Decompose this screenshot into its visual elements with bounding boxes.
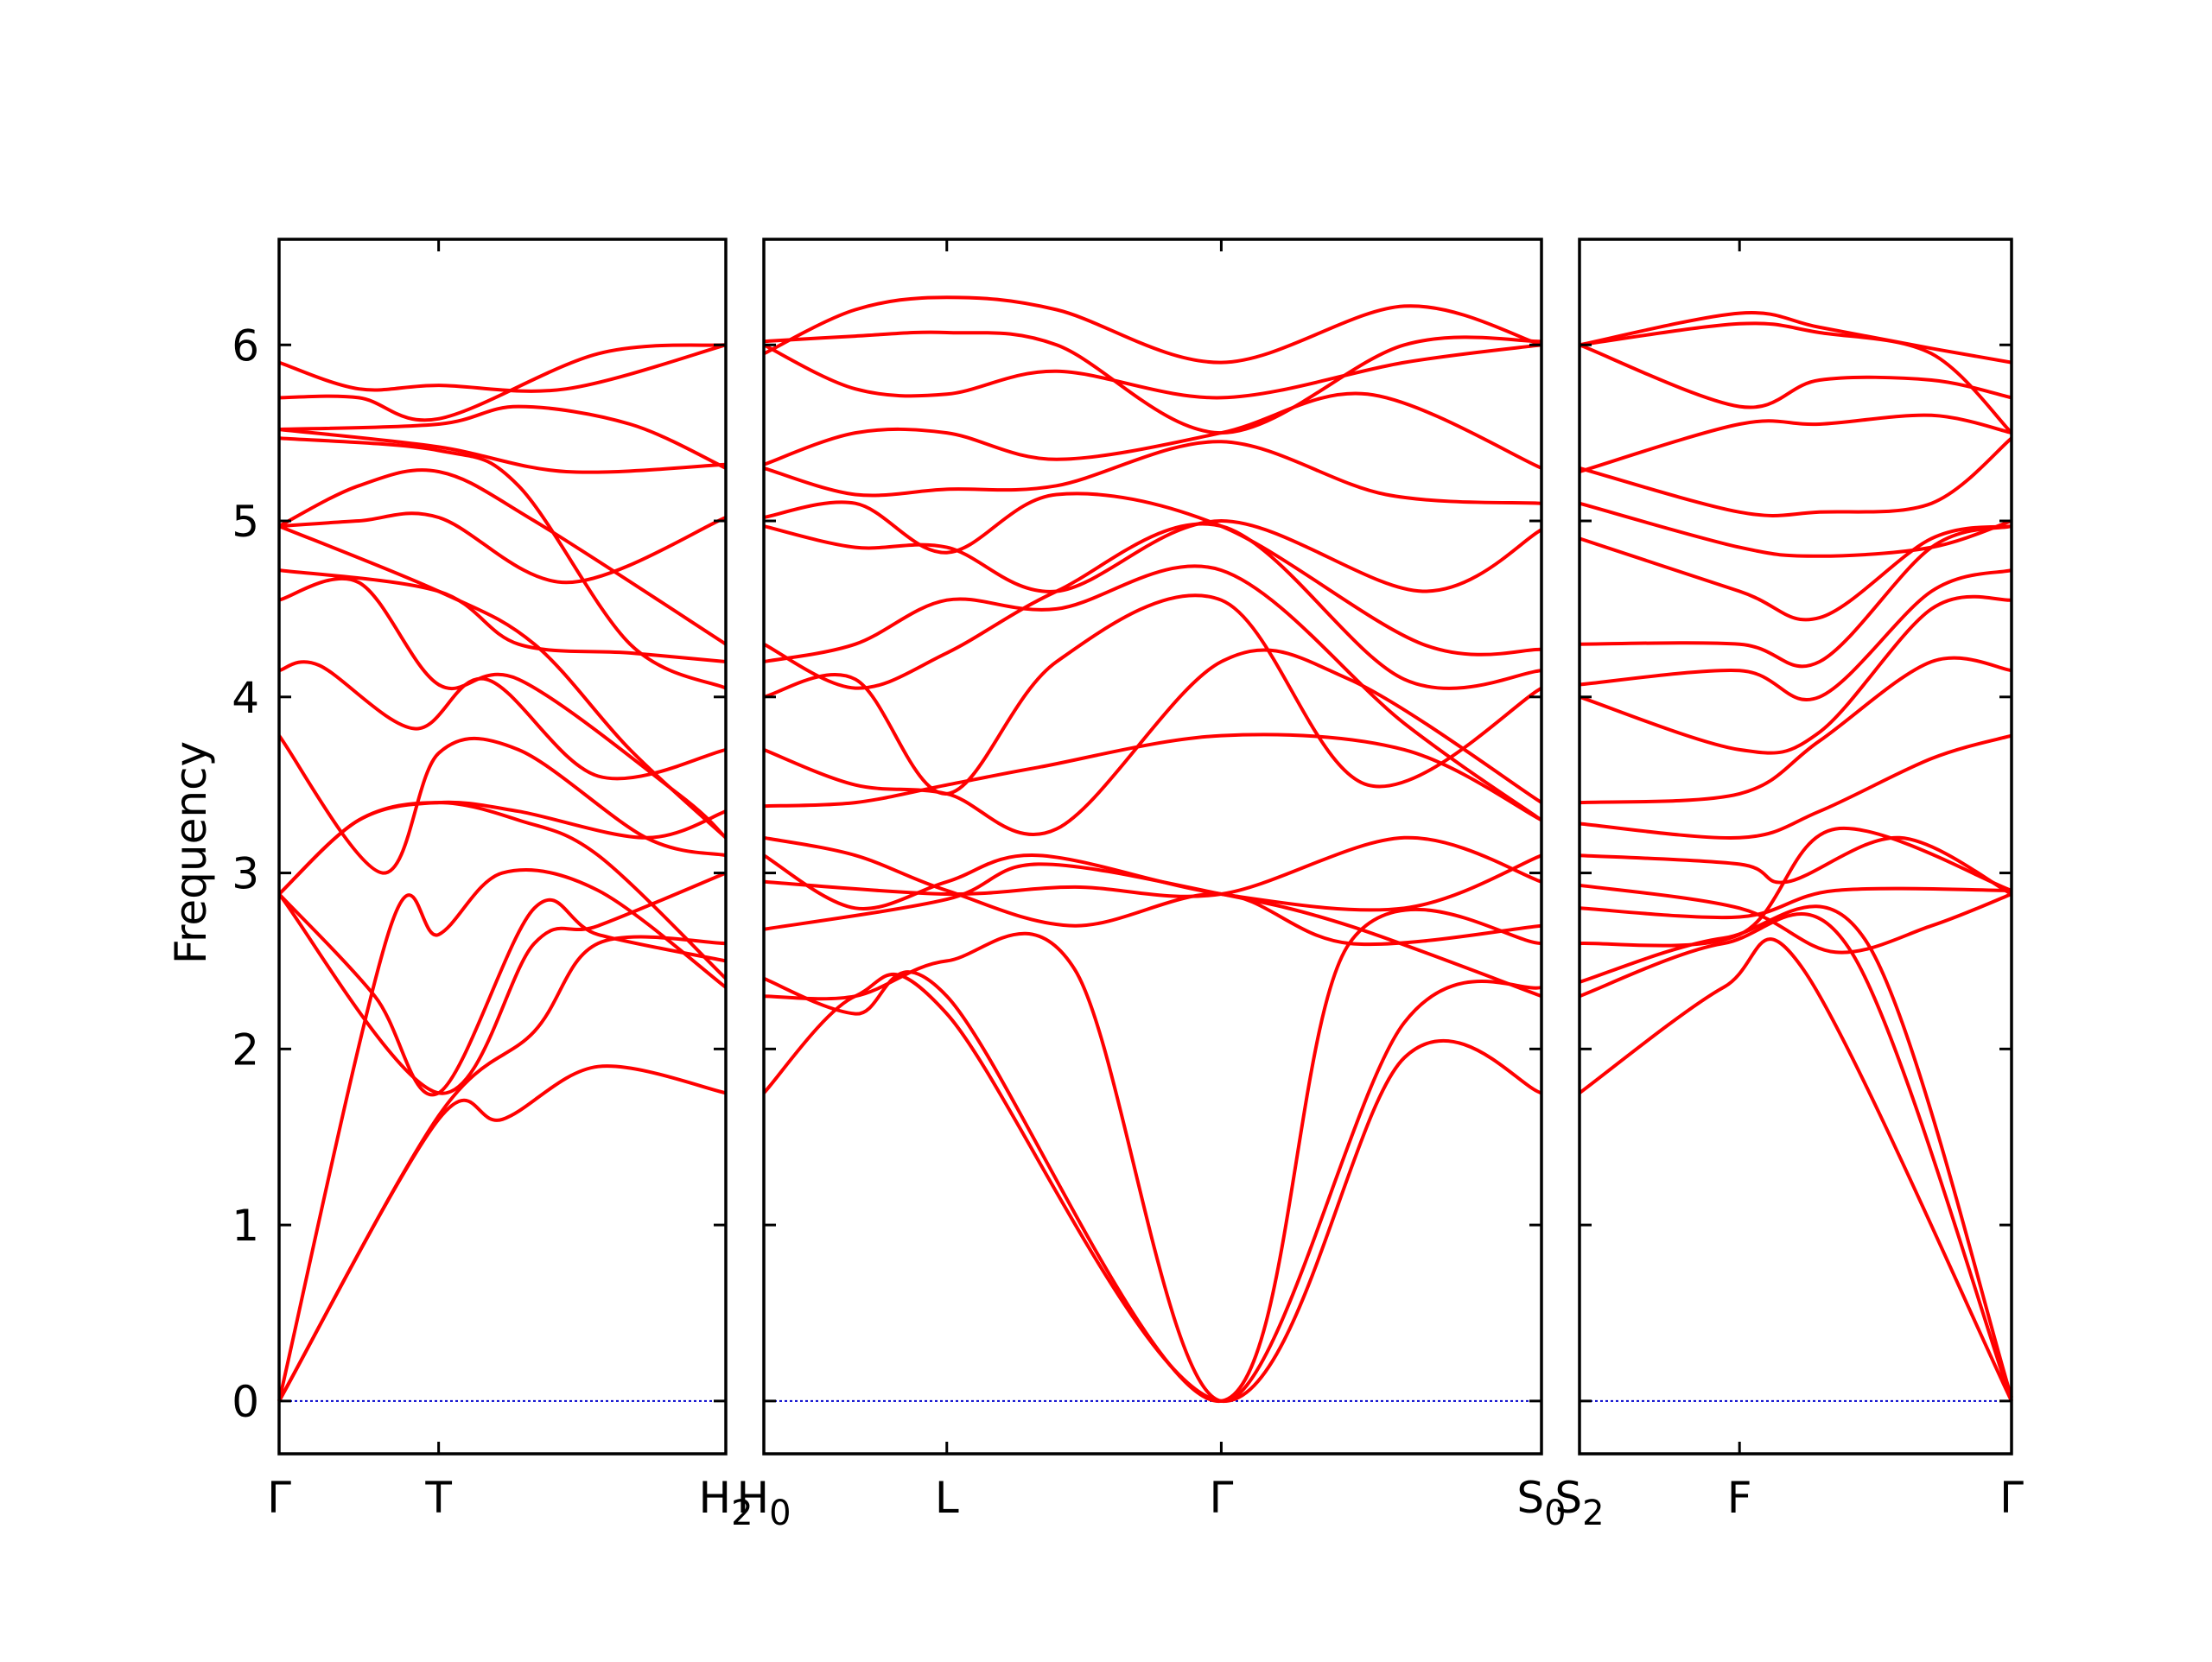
phonon-branch-line bbox=[763, 931, 1542, 1403]
phonon-branch-line bbox=[763, 564, 1543, 822]
x-tick-label: Γ bbox=[267, 1473, 291, 1523]
phonon-branch-line bbox=[1579, 656, 2012, 805]
y-tick-label: 5 bbox=[232, 497, 259, 547]
y-axis-label: Frequency bbox=[166, 741, 216, 964]
phonon-branch-line bbox=[763, 835, 1542, 898]
phonon-branch-line bbox=[1579, 912, 2013, 1402]
phonon-branch-line bbox=[1579, 886, 2012, 920]
panel-frame bbox=[762, 238, 1543, 1456]
phonon-branch-line bbox=[763, 518, 1542, 593]
x-tick-label: L bbox=[935, 1473, 959, 1523]
y-tick-label: 4 bbox=[232, 673, 259, 723]
x-tick-label: T bbox=[424, 1473, 452, 1523]
phonon-branch-line bbox=[277, 868, 728, 1402]
phonon-branch-line bbox=[763, 862, 1542, 999]
phonon-branch-line bbox=[1579, 835, 2012, 896]
phonon-branch-line bbox=[278, 428, 727, 474]
x-tick-label: Γ bbox=[1209, 1473, 1233, 1523]
phonon-branch-line bbox=[762, 853, 1542, 912]
phonon-branch-line bbox=[278, 511, 727, 585]
phonon-branch-line bbox=[277, 871, 727, 1095]
phonon-branch-line bbox=[1579, 733, 2012, 841]
phonon-branch-line bbox=[277, 892, 727, 1097]
phonon-branch-line bbox=[763, 907, 1542, 1403]
phonon-branch-line bbox=[763, 295, 1542, 365]
phonon-branch-line bbox=[1579, 524, 2012, 622]
phonon-branch-line bbox=[1579, 883, 2012, 955]
phonon-branch-line bbox=[763, 835, 1542, 947]
phonon-branch-line bbox=[763, 733, 1542, 822]
phonon-branch-line bbox=[278, 404, 727, 470]
phonon-branch-line bbox=[278, 436, 727, 690]
phonon-branch-line bbox=[1578, 937, 2013, 1402]
phonon-branch-line bbox=[278, 576, 728, 840]
y-tick-label: 0 bbox=[232, 1377, 259, 1427]
phonon-branch-line bbox=[763, 343, 1542, 400]
phonon-branch-line bbox=[277, 1064, 727, 1402]
phonon-branch-line bbox=[1579, 436, 2013, 517]
y-tick-label: 2 bbox=[232, 1024, 259, 1075]
x-tick-label: F bbox=[1727, 1473, 1752, 1523]
panel-frame bbox=[1578, 238, 2013, 1456]
phonon-branch-line bbox=[278, 660, 727, 781]
phonon-branch-line bbox=[763, 330, 1542, 435]
phonon-branch-line bbox=[1579, 826, 2012, 948]
phonon-branch-line bbox=[278, 343, 727, 393]
phonon-branch-line bbox=[277, 935, 727, 1402]
phonon-branch-line bbox=[1579, 343, 2012, 409]
phonon-branch-line bbox=[278, 568, 727, 663]
phonon-branch-line bbox=[763, 440, 1542, 505]
phonon-branch-line bbox=[763, 391, 1542, 470]
y-tick-label: 6 bbox=[232, 320, 259, 371]
phonon-branch-line bbox=[1579, 501, 2012, 558]
phonon-branch-line bbox=[1579, 904, 2013, 1399]
y-tick-label: 3 bbox=[232, 849, 259, 899]
phonon-branch-line bbox=[277, 800, 727, 896]
phonon-branch-line bbox=[278, 343, 727, 422]
phonon-branch-line bbox=[763, 492, 1542, 657]
phonon-branch-line bbox=[762, 972, 1542, 1403]
phonon-branch-line bbox=[763, 648, 1543, 836]
phonon-branch-line bbox=[763, 593, 1542, 796]
phonon-branch-line bbox=[278, 468, 728, 646]
panel-frame bbox=[277, 238, 728, 1456]
phonon-branch-line bbox=[278, 524, 728, 840]
x-tick-label: Γ bbox=[1999, 1473, 2024, 1523]
phonon-branch-line bbox=[1579, 524, 2012, 669]
phonon-branch-line bbox=[1579, 568, 2012, 702]
phonon-branch-line bbox=[1579, 311, 2012, 365]
phonon-branch-line bbox=[763, 522, 1542, 690]
phonon-branch-line bbox=[277, 734, 727, 875]
y-tick-label: 1 bbox=[232, 1201, 259, 1251]
phonon-branch-line bbox=[1579, 594, 2012, 755]
phonon-branch-line bbox=[1579, 321, 2013, 435]
phonon-branch-line bbox=[1579, 413, 2012, 473]
